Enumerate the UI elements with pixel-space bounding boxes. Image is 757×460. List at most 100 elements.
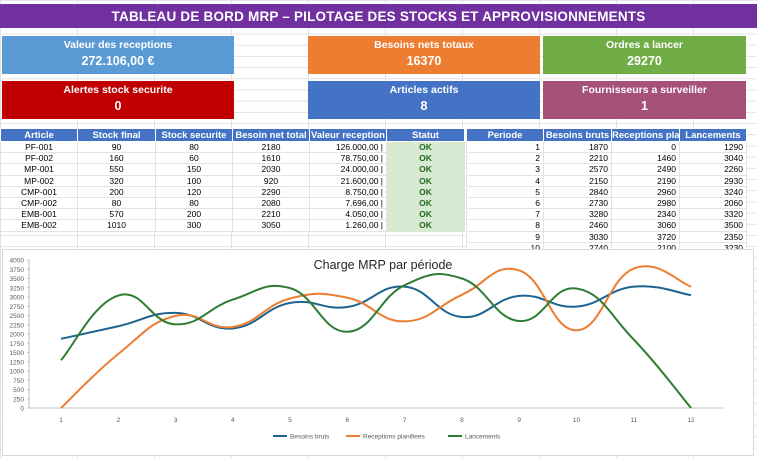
kpi-card-fournisseurs[interactable]: Fournisseurs a surveiller 1	[543, 81, 746, 119]
cell-receptions[interactable]: 2980	[611, 196, 680, 210]
status-badge[interactable]: OK	[386, 152, 465, 165]
cell-periode[interactable]: 3	[466, 163, 544, 176]
cell-valeur-reception[interactable]: 7.696,00 |	[309, 196, 387, 210]
cell-receptions[interactable]: 0	[611, 140, 680, 154]
cell-article[interactable]: PF-002	[0, 152, 78, 165]
cell-besoins-bruts[interactable]: 2460	[543, 219, 612, 232]
cell-besoins-bruts[interactable]: 3030	[543, 230, 612, 243]
cell-besoins-bruts[interactable]: 1870	[543, 140, 612, 154]
cell-besoin-net[interactable]: 2210	[232, 208, 310, 221]
cell-stock-final[interactable]: 550	[77, 163, 156, 176]
cell-receptions[interactable]: 3720	[611, 230, 680, 243]
cell-receptions[interactable]: 3060	[611, 219, 680, 232]
cell-article[interactable]: MP-001	[0, 163, 78, 176]
cell-periode[interactable]: 2	[466, 152, 544, 165]
cell-periode[interactable]: 7	[466, 208, 544, 221]
cell-valeur-reception[interactable]: 126.000,00 |	[309, 140, 387, 154]
cell-valeur-reception[interactable]: 24.000,00 |	[309, 163, 387, 176]
cell-stock-securite[interactable]: 150	[155, 163, 233, 176]
status-badge[interactable]: OK	[386, 174, 465, 187]
col-header-statut[interactable]: Statut	[386, 128, 465, 142]
cell-periode[interactable]: 9	[466, 230, 544, 243]
kpi-card-ordres-lancer[interactable]: Ordres a lancer 29270	[543, 36, 746, 74]
cell-lancements[interactable]: 3240	[679, 185, 747, 198]
kpi-card-valeur-receptions[interactable]: Valeur des receptions 272.106,00 €	[2, 36, 234, 74]
cell-valeur-reception[interactable]: 4.050,00 |	[309, 208, 387, 221]
cell-besoins-bruts[interactable]: 2570	[543, 163, 612, 176]
cell-receptions[interactable]: 2490	[611, 163, 680, 176]
cell-stock-final[interactable]: 90	[77, 140, 156, 154]
cell-stock-securite[interactable]: 80	[155, 140, 233, 154]
cell-besoin-net[interactable]: 2180	[232, 140, 310, 154]
cell-stock-final[interactable]: 200	[77, 185, 156, 198]
cell-stock-securite[interactable]: 300	[155, 219, 233, 232]
col-header-periode[interactable]: Periode	[466, 128, 544, 142]
cell-periode[interactable]: 4	[466, 174, 544, 187]
cell-valeur-reception[interactable]: 1.260,00 |	[309, 219, 387, 232]
cell-besoins-bruts[interactable]: 2210	[543, 152, 612, 165]
status-badge[interactable]: OK	[386, 219, 465, 232]
status-badge[interactable]: OK	[386, 196, 465, 210]
col-header-receptions-planifiees[interactable]: Receptions planifiees	[611, 128, 680, 142]
cell-stock-securite[interactable]: 200	[155, 208, 233, 221]
kpi-card-besoins-nets[interactable]: Besoins nets totaux 16370	[308, 36, 540, 74]
cell-article[interactable]: CMP-001	[0, 185, 78, 198]
cell-besoin-net[interactable]: 2290	[232, 185, 310, 198]
cell-periode[interactable]: 8	[466, 219, 544, 232]
cell-receptions[interactable]: 2960	[611, 185, 680, 198]
cell-article[interactable]: MP-002	[0, 174, 78, 187]
cell-stock-securite[interactable]: 60	[155, 152, 233, 165]
cell-lancements[interactable]: 3040	[679, 152, 747, 165]
cell-lancements[interactable]: 3320	[679, 208, 747, 221]
cell-stock-securite[interactable]: 120	[155, 185, 233, 198]
cell-lancements[interactable]: 1290	[679, 140, 747, 154]
cell-besoins-bruts[interactable]: 2150	[543, 174, 612, 187]
chart-container[interactable]: Charge MRP par période 0 250 500 750 1000 125…	[2, 249, 754, 456]
cell-stock-final[interactable]: 160	[77, 152, 156, 165]
col-header-valeur-reception[interactable]: Valeur reception	[309, 128, 387, 142]
status-badge[interactable]: OK	[386, 185, 465, 198]
cell-besoin-net[interactable]: 2080	[232, 196, 310, 210]
col-header-lancements[interactable]: Lancements	[679, 128, 747, 142]
cell-stock-final[interactable]: 1010	[77, 219, 156, 232]
cell-article[interactable]: PF-001	[0, 140, 78, 154]
cell-besoins-bruts[interactable]: 2730	[543, 196, 612, 210]
cell-lancements[interactable]: 3500	[679, 219, 747, 232]
cell-periode[interactable]: 5	[466, 185, 544, 198]
cell-periode[interactable]: 6	[466, 196, 544, 210]
cell-lancements[interactable]: 2060	[679, 196, 747, 210]
cell-stock-final[interactable]: 80	[77, 196, 156, 210]
cell-stock-final[interactable]: 320	[77, 174, 156, 187]
cell-article[interactable]: CMP-002	[0, 196, 78, 210]
col-header-article[interactable]: Article	[0, 128, 78, 142]
cell-stock-securite[interactable]: 80	[155, 196, 233, 210]
col-header-besoin-net[interactable]: Besoin net total	[232, 128, 310, 142]
cell-receptions[interactable]: 2340	[611, 208, 680, 221]
cell-receptions[interactable]: 1460	[611, 152, 680, 165]
kpi-card-alertes-stock[interactable]: Alertes stock securite 0	[2, 81, 234, 119]
cell-valeur-reception[interactable]: 8.750,00 |	[309, 185, 387, 198]
cell-stock-securite[interactable]: 100	[155, 174, 233, 187]
cell-periode[interactable]: 1	[466, 140, 544, 154]
col-header-besoins-bruts[interactable]: Besoins bruts	[543, 128, 612, 142]
col-header-stock-final[interactable]: Stock final	[77, 128, 156, 142]
cell-lancements[interactable]: 2350	[679, 230, 747, 243]
status-badge[interactable]: OK	[386, 208, 465, 221]
cell-besoins-bruts[interactable]: 3280	[543, 208, 612, 221]
cell-article[interactable]: EMB-001	[0, 208, 78, 221]
cell-stock-final[interactable]: 570	[77, 208, 156, 221]
cell-besoin-net[interactable]: 3050	[232, 219, 310, 232]
cell-article[interactable]: EMB-002	[0, 219, 78, 232]
cell-valeur-reception[interactable]: 78.750,00 |	[309, 152, 387, 165]
col-header-stock-securite[interactable]: Stock securite	[155, 128, 233, 142]
cell-besoin-net[interactable]: 1610	[232, 152, 310, 165]
kpi-card-articles-actifs[interactable]: Articles actifs 8	[308, 81, 540, 119]
cell-valeur-reception[interactable]: 21.600,00 |	[309, 174, 387, 187]
cell-lancements[interactable]: 2930	[679, 174, 747, 187]
cell-besoin-net[interactable]: 2030	[232, 163, 310, 176]
cell-lancements[interactable]: 2260	[679, 163, 747, 176]
cell-receptions[interactable]: 2190	[611, 174, 680, 187]
cell-besoin-net[interactable]: 920	[232, 174, 310, 187]
status-badge[interactable]: OK	[386, 140, 465, 154]
cell-besoins-bruts[interactable]: 2840	[543, 185, 612, 198]
